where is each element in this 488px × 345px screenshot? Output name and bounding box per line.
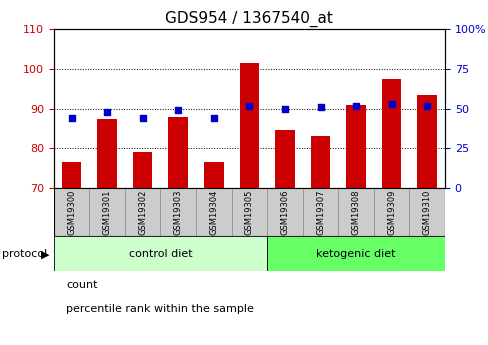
- Bar: [310, 136, 329, 188]
- Text: GSM19306: GSM19306: [280, 189, 289, 235]
- Text: protocol: protocol: [2, 249, 48, 259]
- Point: [281, 106, 288, 111]
- FancyBboxPatch shape: [54, 188, 89, 236]
- Text: percentile rank within the sample: percentile rank within the sample: [66, 304, 253, 314]
- Text: GSM19310: GSM19310: [422, 189, 431, 235]
- FancyBboxPatch shape: [338, 188, 373, 236]
- FancyBboxPatch shape: [266, 236, 444, 271]
- FancyBboxPatch shape: [89, 188, 124, 236]
- Point: [387, 101, 395, 107]
- Text: ▶: ▶: [41, 249, 49, 259]
- FancyBboxPatch shape: [373, 188, 408, 236]
- Point: [423, 103, 430, 108]
- Point: [67, 116, 75, 121]
- Text: GSM19307: GSM19307: [315, 189, 325, 235]
- Text: GSM19300: GSM19300: [67, 189, 76, 235]
- FancyBboxPatch shape: [54, 236, 266, 271]
- Text: GSM19302: GSM19302: [138, 189, 147, 235]
- Bar: [417, 95, 436, 188]
- FancyBboxPatch shape: [124, 188, 160, 236]
- FancyBboxPatch shape: [266, 188, 302, 236]
- FancyBboxPatch shape: [196, 188, 231, 236]
- Point: [351, 103, 359, 108]
- Text: count: count: [66, 280, 97, 289]
- Text: GSM19301: GSM19301: [102, 189, 111, 235]
- Point: [209, 116, 217, 121]
- FancyBboxPatch shape: [302, 188, 338, 236]
- Point: [245, 103, 253, 108]
- Bar: [97, 119, 117, 188]
- Bar: [275, 130, 294, 188]
- Point: [103, 109, 111, 115]
- Text: GSM19303: GSM19303: [173, 189, 183, 235]
- Text: control diet: control diet: [128, 249, 192, 258]
- Bar: [203, 162, 223, 188]
- Bar: [346, 105, 365, 188]
- Bar: [133, 152, 152, 188]
- Bar: [61, 162, 81, 188]
- Point: [316, 104, 324, 110]
- Bar: [168, 117, 188, 188]
- Text: GSM19308: GSM19308: [351, 189, 360, 235]
- Text: GSM19309: GSM19309: [386, 189, 395, 235]
- Text: ketogenic diet: ketogenic diet: [316, 249, 395, 258]
- Bar: [239, 63, 259, 188]
- Text: GSM19305: GSM19305: [244, 189, 253, 235]
- FancyBboxPatch shape: [160, 188, 196, 236]
- Title: GDS954 / 1367540_at: GDS954 / 1367540_at: [165, 10, 333, 27]
- FancyBboxPatch shape: [231, 188, 266, 236]
- Bar: [381, 79, 401, 188]
- Point: [174, 108, 182, 113]
- Point: [139, 116, 146, 121]
- FancyBboxPatch shape: [408, 188, 444, 236]
- Text: GSM19304: GSM19304: [209, 189, 218, 235]
